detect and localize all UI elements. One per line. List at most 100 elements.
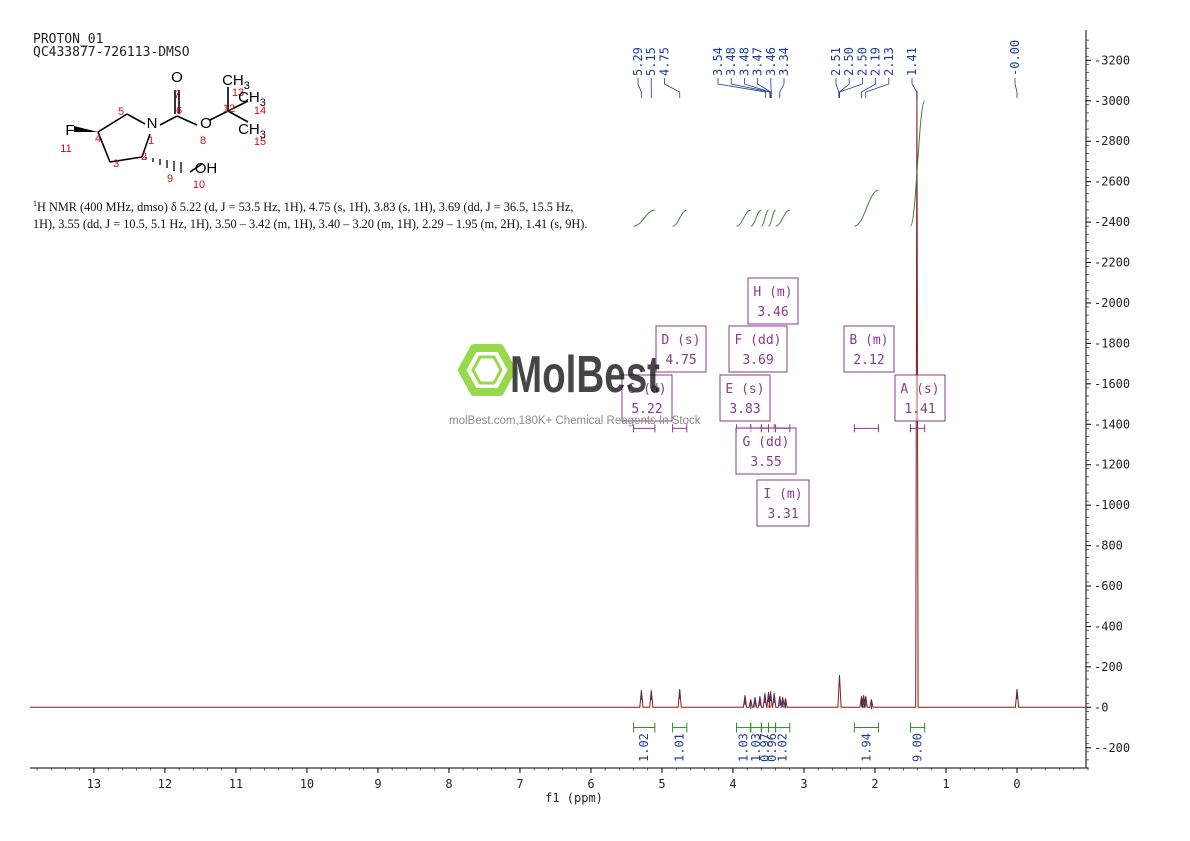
multiplet-label: I (m)	[763, 487, 802, 502]
peak-label-leader	[757, 78, 771, 98]
y-tick-label: -800	[1094, 539, 1123, 553]
atom-o-8: O	[200, 115, 212, 132]
y-tick-label: --200	[1094, 741, 1130, 755]
multiplet-shift: 2.12	[853, 353, 884, 368]
bond-c12-c14	[227, 100, 249, 112]
nmr-summary: 1H NMR (400 MHz, dmso) δ 5.22 (d, J = 53…	[33, 196, 598, 232]
multiplet-shift: 3.69	[742, 353, 773, 368]
peak-label-leader	[861, 78, 876, 98]
multiplet-label: B (m)	[849, 333, 888, 348]
y-tick-label: -1200	[1094, 458, 1130, 472]
brand-name: MolBest	[510, 346, 660, 404]
atom-number-12: 12	[223, 103, 235, 115]
integral-value: 0.97	[758, 733, 772, 762]
y-tick-label: -2800	[1094, 134, 1130, 148]
x-tick-label: 1	[942, 777, 949, 791]
peak-label-leader	[865, 78, 890, 98]
bond-c2-n1	[141, 133, 151, 158]
integral-value: 1.94	[859, 733, 873, 762]
y-tick-label: -1600	[1094, 377, 1130, 391]
multiplet-shift: 3.46	[757, 305, 788, 320]
peak-label: 2.50	[842, 47, 856, 76]
multiplet-box	[894, 374, 946, 422]
peak-label: 3.47	[751, 47, 765, 76]
watermark-tagline: molBest.com,180K+ Chemical Reagents In S…	[449, 415, 701, 427]
multiplet-label: F (dd)	[735, 333, 782, 348]
atom-number-14: 14	[254, 105, 266, 117]
x-tick-label: 5	[658, 777, 665, 791]
multiplet-shift: 3.31	[767, 507, 798, 522]
peak-label-leader	[835, 78, 840, 98]
integral-curve	[750, 209, 762, 227]
x-tick-label: 2	[871, 777, 878, 791]
peak-label-leader	[779, 78, 785, 98]
x-axis-label: f1 (ppm)	[545, 791, 603, 805]
multiplet-label: H (m)	[753, 285, 792, 300]
bond-c3-c2	[109, 156, 143, 163]
y-tick-label: -600	[1094, 579, 1123, 593]
atom-number-11: 11	[60, 143, 71, 155]
multiplet-shift: 5.22	[631, 402, 662, 417]
integral-curve	[854, 189, 879, 227]
x-tick-label: 13	[87, 777, 101, 791]
y-tick-label: -2400	[1094, 215, 1130, 229]
y-tick-label: -0	[1094, 700, 1108, 714]
peak-label-leader	[770, 78, 772, 98]
peak-label: 5.15	[644, 47, 658, 76]
multiplet-shift: 3.55	[750, 455, 781, 470]
integral-value: 1.01	[673, 733, 687, 762]
bond-o8-c12	[209, 110, 229, 121]
x-tick-label: 12	[158, 777, 172, 791]
multiplet-label: E (s)	[725, 382, 764, 397]
atom-o-7: O	[171, 69, 183, 86]
peak-label: 1.41	[905, 47, 919, 76]
bond-c4-c3	[97, 131, 111, 163]
y-tick-label: -2600	[1094, 175, 1130, 189]
multiplet-box	[655, 325, 707, 373]
bond-c6-o8	[176, 115, 198, 126]
peak-label: 3.34	[777, 47, 791, 76]
multiplet-box	[728, 325, 788, 373]
y-tick-label: -2000	[1094, 296, 1130, 310]
molbest-watermark: MolBest	[458, 344, 660, 404]
integral-value: 0.96	[765, 733, 779, 762]
integral-value: 1.03	[737, 733, 751, 762]
atom-number-3: 3	[113, 158, 119, 170]
integral-curve	[775, 209, 790, 227]
multiplet-shift: 1.41	[904, 402, 935, 417]
atom-number-13: 13	[232, 87, 244, 99]
integral-curve	[633, 209, 655, 227]
atom-number-8: 8	[200, 135, 206, 147]
bond-c9-o10	[189, 163, 203, 173]
peak-label: 3.48	[737, 47, 751, 76]
multiplet-label: D (s)	[661, 333, 700, 348]
atom-n-1: N	[147, 115, 158, 132]
x-tick-label: 7	[516, 777, 523, 791]
y-tick-label: -1000	[1094, 498, 1130, 512]
atom-f-11: F	[65, 122, 74, 139]
atom-ch3-14: CH3	[238, 89, 266, 109]
spectrum-name: PROTON_01	[33, 32, 104, 47]
bond-c6-n1	[159, 115, 178, 126]
multiplet-label: G (dd)	[743, 435, 790, 450]
x-tick-label: 9	[374, 777, 381, 791]
wedge-bond-f	[74, 126, 98, 132]
peak-label-leader	[744, 78, 771, 98]
y-tick-label: -1800	[1094, 336, 1130, 350]
nmr-summary-text: H NMR (400 MHz, dmso) δ 5.22 (d, J = 53.…	[33, 200, 588, 231]
atom-number-10: 10	[193, 179, 205, 191]
atom-number-15: 15	[254, 136, 266, 148]
peak-label-leader	[839, 78, 850, 98]
benzene-logo-icon	[458, 344, 516, 396]
peak-label-leader	[717, 78, 767, 98]
multiplet-box	[747, 277, 799, 325]
peak-label: 2.13	[882, 47, 896, 76]
integral-value: 1.02	[776, 733, 790, 762]
peak-label-leader	[664, 78, 681, 98]
x-tick-label: 11	[229, 777, 243, 791]
atom-number-5: 5	[118, 106, 124, 118]
y-tick-label: -2200	[1094, 256, 1130, 270]
integral-curve	[768, 209, 776, 227]
